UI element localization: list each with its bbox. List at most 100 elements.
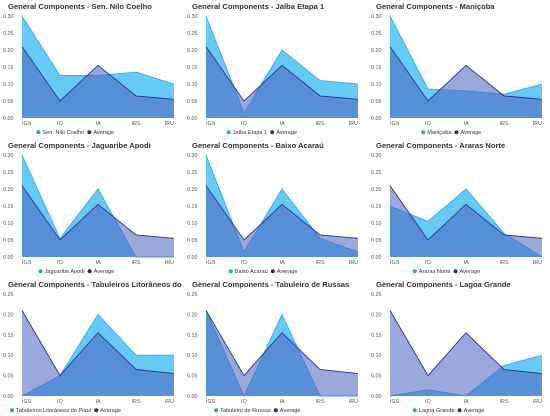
legend-average-swatch bbox=[87, 130, 92, 135]
y-tick-label: 0.10 bbox=[187, 221, 198, 227]
legend-average-swatch bbox=[273, 408, 278, 413]
chart-title: General Components - Tabuleiro de Russas bbox=[192, 280, 349, 289]
x-tick-label: IO bbox=[241, 121, 247, 127]
legend-project-label: Jaíba Etapa 1 bbox=[233, 130, 268, 136]
x-tick-label: IRU bbox=[533, 399, 542, 405]
y-tick-label: 0.00 bbox=[187, 116, 198, 122]
x-tick-label: IO bbox=[57, 260, 63, 266]
y-tick-label: 0.05 bbox=[3, 238, 14, 244]
legend-project-swatch bbox=[412, 269, 417, 274]
legend-project-swatch bbox=[36, 130, 41, 135]
x-tick-label: IRS bbox=[316, 121, 325, 127]
x-tick-label: IO bbox=[241, 399, 247, 405]
legend-average-label: Average bbox=[460, 269, 481, 275]
x-tick-label: IGS bbox=[22, 121, 32, 127]
average-series-line bbox=[21, 46, 175, 102]
x-tick-label: IRS bbox=[132, 121, 141, 127]
y-tick-label: 0.30 bbox=[371, 153, 382, 159]
x-tick-label: IGS bbox=[206, 399, 216, 405]
y-tick-label: 0.00 bbox=[187, 394, 198, 400]
average-series-area bbox=[22, 310, 174, 396]
x-tick-label: IRS bbox=[316, 399, 325, 405]
chart-legend: Tabuleiro de Russas Average bbox=[214, 408, 301, 414]
chart-title: General Components - Lagoa Grande bbox=[376, 280, 511, 289]
average-series-area bbox=[22, 185, 174, 257]
y-tick-label: 0.00 bbox=[371, 255, 382, 261]
y-tick-label: 0.30 bbox=[371, 14, 382, 20]
x-tick-label: IA bbox=[279, 399, 284, 405]
legend-average-label: Average bbox=[100, 408, 121, 414]
y-tick-label: 0.25 bbox=[3, 170, 14, 176]
y-tick-label: 0.05 bbox=[187, 238, 198, 244]
legend-average-swatch bbox=[454, 130, 459, 135]
average-series-line bbox=[205, 310, 359, 377]
y-tick-label: 0.30 bbox=[3, 153, 14, 159]
x-tick-label: IRU bbox=[165, 260, 174, 266]
chart-legend: Tabuleiros Litorâneos do Piauí Average bbox=[10, 408, 121, 414]
y-tick-label: 0.25 bbox=[187, 31, 198, 37]
average-series-area bbox=[390, 185, 542, 257]
y-tick-label: 0.15 bbox=[371, 204, 382, 210]
chart-legend: Jaguaribe Apodi Average bbox=[38, 269, 114, 275]
chart-legend: Maniçoba Average bbox=[421, 130, 481, 136]
average-series-area bbox=[390, 310, 542, 396]
average-series-area bbox=[206, 310, 358, 396]
y-tick-label: 0.00 bbox=[3, 255, 14, 261]
y-tick-label: 0.05 bbox=[187, 374, 198, 380]
y-tick-label: 0.05 bbox=[3, 99, 14, 105]
x-tick-label: IRS bbox=[500, 260, 509, 266]
y-tick-label: 0.20 bbox=[371, 48, 382, 54]
x-tick-label: IA bbox=[279, 260, 284, 266]
x-tick-label: IRU bbox=[165, 121, 174, 127]
y-tick-label: 0.20 bbox=[3, 187, 14, 193]
x-tick-label: IA bbox=[463, 260, 468, 266]
y-tick-label: 0.30 bbox=[3, 14, 14, 20]
y-tick-label: 0.20 bbox=[187, 187, 198, 193]
chart-panel-7: General Components - Tabuleiros Litorâne… bbox=[3, 280, 182, 414]
x-tick-label: IRU bbox=[349, 121, 358, 127]
chart-panel-6: General Components - Araras Norte 0.30 0.2… bbox=[371, 141, 543, 275]
average-series-line bbox=[21, 310, 175, 377]
legend-average-label: Average bbox=[277, 269, 298, 275]
chart-title: General Components - Baixo Acaraú bbox=[192, 141, 324, 150]
chart-title: General Components - Jaíba Etapa 1 bbox=[192, 2, 325, 11]
x-tick-label: IGS bbox=[390, 121, 400, 127]
x-tick-label: IRU bbox=[349, 399, 358, 405]
legend-project-label: Sen. Nilo Coelho bbox=[42, 130, 84, 136]
legend-project-label: Lagoa Grande bbox=[419, 408, 455, 414]
y-tick-label: 0.00 bbox=[371, 116, 382, 122]
x-tick-label: IGS bbox=[206, 260, 216, 266]
y-tick-label: 0.15 bbox=[371, 65, 382, 71]
y-tick-label: 0.20 bbox=[187, 48, 198, 54]
legend-average-swatch bbox=[270, 130, 275, 135]
x-tick-label: IA bbox=[463, 121, 468, 127]
chart-title: General Components - Maniçoba bbox=[376, 2, 495, 11]
x-tick-label: IO bbox=[57, 399, 63, 405]
chart-panel-8: General Components - Tabuleiro de Russas… bbox=[187, 280, 359, 414]
legend-project-label: Baixo Acaraú bbox=[235, 269, 268, 275]
legend-project-label: Tabuleiro de Russas bbox=[220, 408, 271, 414]
x-tick-label: IA bbox=[95, 260, 100, 266]
x-tick-label: IRS bbox=[132, 260, 141, 266]
y-tick-label: 0.15 bbox=[187, 65, 198, 71]
y-tick-label: 0.25 bbox=[187, 292, 198, 298]
chart-panel-1: General Components - Sen. Nilo Coelho 0.3… bbox=[3, 2, 175, 136]
x-tick-label: IRS bbox=[316, 260, 325, 266]
project-series-area bbox=[22, 16, 174, 118]
chart-panel-5: General Components - Baixo Acaraú 0.30 0.2… bbox=[187, 141, 359, 275]
x-tick-label: IO bbox=[57, 121, 63, 127]
y-tick-label: 0.25 bbox=[371, 170, 382, 176]
average-series-area bbox=[390, 46, 542, 118]
legend-average-swatch bbox=[453, 269, 458, 274]
average-series-line bbox=[205, 46, 359, 102]
y-tick-label: 0.25 bbox=[371, 31, 382, 37]
legend-project-swatch bbox=[412, 408, 417, 413]
x-tick-label: IRU bbox=[533, 260, 542, 266]
y-tick-label: 0.20 bbox=[371, 187, 382, 193]
project-series-area bbox=[390, 16, 542, 118]
y-tick-label: 0.10 bbox=[371, 221, 382, 227]
y-tick-label: 0.10 bbox=[3, 221, 14, 227]
chart-title: General Components - Araras Norte bbox=[376, 141, 505, 150]
x-tick-label: IRU bbox=[165, 399, 174, 405]
